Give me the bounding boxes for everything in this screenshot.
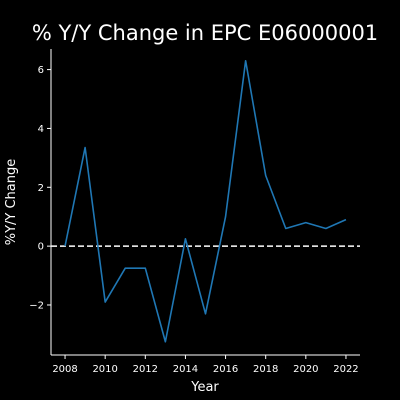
x-tick-label: 2018 bbox=[253, 364, 278, 375]
x-tick-label: 2016 bbox=[213, 364, 238, 375]
data-point bbox=[245, 60, 247, 62]
y-tick-label: 0 bbox=[38, 242, 44, 253]
data-point bbox=[285, 227, 287, 229]
data-point bbox=[84, 147, 86, 149]
x-tick-label: 2020 bbox=[293, 364, 318, 375]
data-point bbox=[144, 267, 146, 269]
data-point bbox=[265, 175, 267, 177]
data-point bbox=[325, 227, 327, 229]
x-tick-label: 2022 bbox=[333, 364, 358, 375]
data-point bbox=[164, 341, 166, 343]
data-point bbox=[205, 313, 207, 315]
data-point bbox=[64, 245, 66, 247]
y-axis-label: %Y/Y Change bbox=[4, 159, 19, 246]
x-axis-label: Year bbox=[190, 380, 219, 395]
x-tick-label: 2012 bbox=[133, 364, 158, 375]
y-tick-label: 2 bbox=[38, 183, 44, 194]
x-tick-label: 2008 bbox=[52, 364, 77, 375]
x-tick-label: 2010 bbox=[92, 364, 117, 375]
y-tick-label: 6 bbox=[38, 65, 44, 76]
x-tick-label: 2014 bbox=[173, 364, 198, 375]
data-point bbox=[305, 222, 307, 224]
y-tick-label: 4 bbox=[38, 124, 44, 135]
data-point bbox=[104, 301, 106, 303]
data-point bbox=[225, 216, 227, 218]
data-point bbox=[345, 219, 347, 221]
data-point bbox=[184, 238, 186, 240]
chart-title: % Y/Y Change in EPC E06000001 bbox=[32, 21, 378, 45]
data-point bbox=[124, 267, 126, 269]
y-tick-label: −2 bbox=[29, 300, 44, 311]
